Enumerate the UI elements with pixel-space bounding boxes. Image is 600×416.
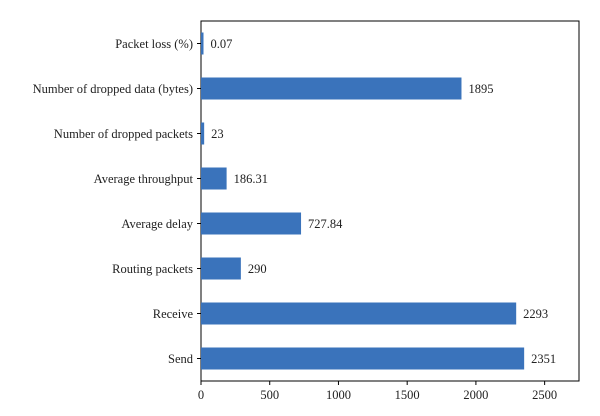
x-tick-label: 2000 (463, 388, 488, 402)
bar (201, 212, 302, 235)
bar (201, 32, 204, 55)
chart-labels: 0 500 1000 1500 2000 2500 Packet loss (%) 0.07 N… (33, 37, 558, 402)
data-label: 0.07 (211, 37, 233, 51)
bar (201, 347, 525, 370)
category-label: Packet loss (%) (115, 37, 193, 51)
x-tick-label: 2500 (532, 388, 557, 402)
data-label: 186.31 (234, 172, 268, 186)
category-label: Average delay (121, 217, 193, 231)
chart-axes (197, 20, 580, 385)
x-tick-label: 0 (198, 388, 204, 402)
x-tick-label: 1000 (326, 388, 351, 402)
data-label: 1895 (468, 82, 493, 96)
bar (201, 302, 517, 325)
category-label: Number of dropped data (bytes) (33, 82, 193, 96)
x-tick-label: 500 (260, 388, 279, 402)
category-label: Send (168, 352, 194, 366)
data-label: 727.84 (308, 217, 343, 231)
bar (201, 167, 227, 190)
data-label: 23 (211, 127, 224, 141)
data-label: 2293 (523, 307, 548, 321)
data-label: 290 (248, 262, 267, 276)
category-label: Routing packets (112, 262, 193, 276)
plot-frame (200, 20, 580, 382)
data-label: 2351 (531, 352, 556, 366)
category-label: Number of dropped packets (54, 127, 193, 141)
category-label: Average throughput (94, 172, 194, 186)
chart-bars (201, 32, 525, 370)
bar (201, 77, 462, 100)
bar (201, 122, 205, 145)
category-label: Receive (153, 307, 194, 321)
x-tick-label: 1500 (395, 388, 420, 402)
bar (201, 257, 241, 280)
